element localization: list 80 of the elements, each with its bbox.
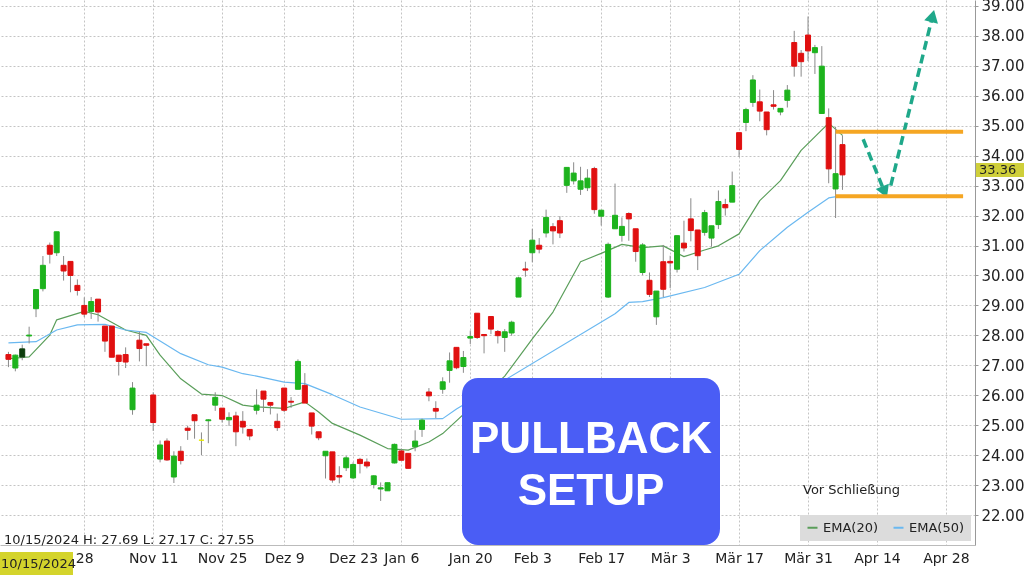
candlestick [749, 74, 756, 108]
candlestick [680, 220, 687, 253]
candlestick [784, 84, 791, 108]
y-tick-label: 33.00 [981, 177, 1024, 196]
candlestick [412, 429, 419, 452]
candlestick [770, 89, 777, 111]
candlestick [170, 450, 177, 484]
x-tick-label: Apr 14 [854, 549, 901, 566]
x-tick-label: Feb 17 [578, 549, 626, 566]
y-tick-label: 23.00 [981, 476, 1024, 495]
candlestick [53, 231, 60, 257]
y-tick-label: 22.00 [981, 506, 1024, 525]
candlestick [157, 439, 164, 463]
y-tick-label: 36.00 [981, 87, 1024, 106]
candlestick [39, 255, 46, 292]
annotation: PULLBACK SETUP [470, 413, 713, 514]
candlestick [543, 209, 550, 238]
candlestick [632, 228, 639, 263]
candlestick [81, 296, 88, 318]
candlestick [205, 418, 212, 444]
candlestick [832, 126, 839, 219]
candlestick [736, 132, 743, 158]
candlestick [425, 387, 432, 402]
candlestick [453, 346, 460, 370]
y-tick-label: 24.00 [981, 446, 1024, 465]
candlestick [446, 351, 453, 384]
candlestick [46, 242, 53, 265]
y-tick-label: 26.00 [981, 386, 1024, 405]
y-tick-label: 39.00 [981, 0, 1024, 16]
candlestick [646, 272, 653, 298]
candlestick [742, 107, 749, 132]
annotation: Vor Schließung [803, 482, 901, 497]
candlestick [226, 411, 233, 427]
y-tick-label: 38.00 [981, 27, 1024, 46]
candlestick [33, 289, 40, 318]
candlestick [805, 15, 812, 62]
candlestick [26, 326, 33, 344]
x-tick-label: Feb 3 [513, 549, 552, 566]
x-tick-label: Apr 28 [923, 549, 970, 566]
candlestick [163, 437, 170, 462]
candlestick [308, 412, 315, 435]
candlestick [529, 228, 536, 263]
x-tick-label: Dez 9 [264, 549, 305, 566]
x-tick-label: Nov 11 [128, 549, 179, 566]
candlestick [729, 171, 736, 203]
x-tick-label: Nov 25 [197, 549, 248, 566]
candlestick [625, 211, 632, 242]
candlestick [191, 414, 198, 440]
candlestick [88, 296, 95, 320]
candlestick [301, 372, 308, 404]
candlestick [177, 445, 184, 465]
y-tick-label: 32.00 [981, 207, 1024, 226]
candlestick [260, 390, 267, 413]
y-tick-label: 28.00 [981, 326, 1024, 345]
candlestick [253, 388, 260, 415]
x-tick-label: Dez 23 [329, 549, 379, 566]
y-tick-label: 29.00 [981, 296, 1024, 315]
y-tick-label: 31.00 [981, 237, 1024, 256]
candlestick [811, 44, 818, 75]
candlestick [460, 350, 467, 374]
legend-label: EMA(50) [909, 519, 965, 535]
candlestick [212, 391, 219, 412]
x-tick-label: Mär 17 [715, 549, 764, 566]
candlestick [129, 381, 136, 416]
x-tick-label: Jan 6 [383, 549, 420, 566]
candlestick [715, 189, 722, 230]
x-tick-label: Mär 31 [784, 549, 833, 566]
legend-label: EMA(20) [823, 519, 879, 535]
y-tick-label: 27.00 [981, 356, 1024, 375]
candlestick [391, 442, 398, 465]
y-tick-label: 35.00 [981, 117, 1024, 136]
candlestick [95, 298, 102, 323]
annotation: 10/15/2024 H: 27.69 L: 27.17 C: 27.55 [4, 532, 255, 547]
x-tick-label: 28 [75, 549, 94, 566]
x-tick-label: Mär 3 [650, 549, 691, 566]
y-tick-label: 37.00 [981, 57, 1024, 76]
y-tick-label: 25.00 [981, 416, 1024, 435]
candlestick [322, 450, 329, 480]
x-tick-label: Jan 20 [447, 549, 493, 566]
y-tick-label: 30.00 [981, 266, 1024, 285]
